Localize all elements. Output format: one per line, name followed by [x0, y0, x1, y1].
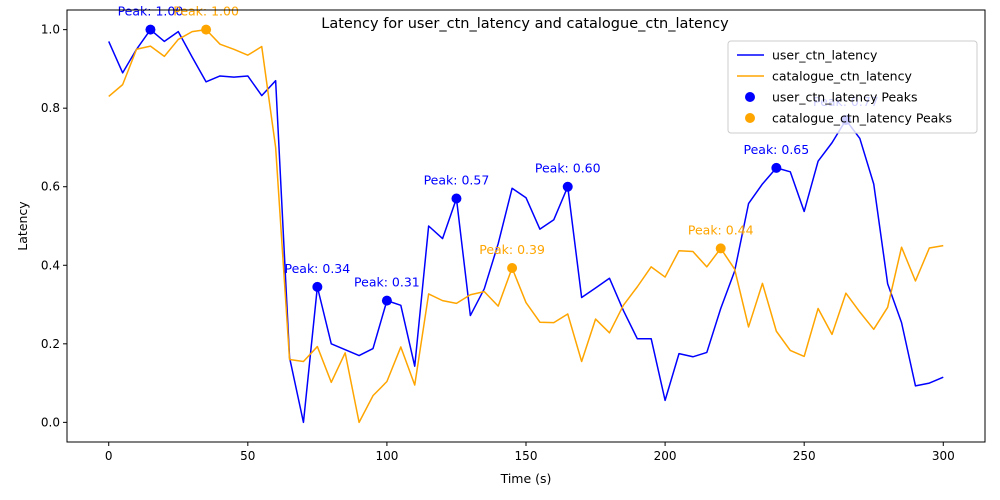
y-tick-label: 0.0 — [41, 415, 60, 429]
peak-marker-catalogue_ctn_latency — [715, 243, 726, 254]
x-tick-label: 100 — [375, 449, 398, 463]
x-tick-label: 300 — [932, 449, 955, 463]
peak-label: Peak: 0.60 — [535, 161, 601, 176]
chart-title: Latency for user_ctn_latency and catalog… — [321, 16, 729, 32]
x-tick-label: 250 — [793, 449, 816, 463]
peak-label: Peak: 0.65 — [744, 142, 810, 157]
series-line-catalogue_ctn_latency — [108, 28, 944, 424]
peak-label: Peak: 0.44 — [688, 222, 754, 237]
peak-label: Peak: 0.39 — [479, 242, 545, 257]
peak-marker-user_ctn_latency — [381, 295, 392, 306]
legend-label: catalogue_ctn_latency Peaks — [772, 111, 952, 126]
peak-label: Peak: 0.31 — [354, 275, 420, 290]
peak-marker-user_ctn_latency — [562, 181, 573, 192]
legend: user_ctn_latency catalogue_ctn_latencyuse… — [727, 40, 978, 134]
peak-marker-user_ctn_latency — [771, 162, 782, 173]
legend-marker-swatch — [745, 113, 755, 123]
peak-marker-user_ctn_latency — [451, 193, 462, 204]
peak-marker-user_ctn_latency — [312, 281, 323, 292]
peak-label: Peak: 1.00 — [118, 4, 184, 19]
x-tick-label: 200 — [654, 449, 677, 463]
peak-label: Peak: 1.00 — [173, 4, 239, 19]
y-tick-label: 0.4 — [41, 258, 60, 272]
y-tick-label: 0.2 — [41, 337, 60, 351]
peak-label: Peak: 0.57 — [424, 173, 490, 188]
peak-marker-catalogue_ctn_latency — [507, 263, 518, 274]
peak-marker-catalogue_ctn_latency — [201, 24, 212, 35]
y-axis-label: Latency — [15, 201, 30, 251]
legend-label: catalogue_ctn_latency — [772, 69, 912, 84]
peak-marker-user_ctn_latency — [145, 24, 156, 35]
x-tick-label: 50 — [240, 449, 255, 463]
series-line-user_ctn_latency — [108, 28, 944, 424]
x-axis-label: Time (s) — [500, 471, 552, 486]
y-tick-label: 0.8 — [41, 101, 60, 115]
x-tick-label: 150 — [515, 449, 538, 463]
legend-box — [727, 40, 978, 134]
legend-label: user_ctn_latency — [772, 48, 878, 63]
peak-label: Peak: 0.34 — [285, 261, 351, 276]
axes: 0 50 100 150 200 250 300 0.0 0.2 0.4 0.6 0.8 1.0 — [41, 23, 955, 463]
y-tick-label: 0.6 — [41, 180, 60, 194]
y-tick-label: 1.0 — [41, 23, 60, 37]
x-tick-label: 0 — [105, 449, 113, 463]
legend-marker-swatch — [745, 92, 755, 102]
legend-label: user_ctn_latency Peaks — [772, 90, 918, 105]
